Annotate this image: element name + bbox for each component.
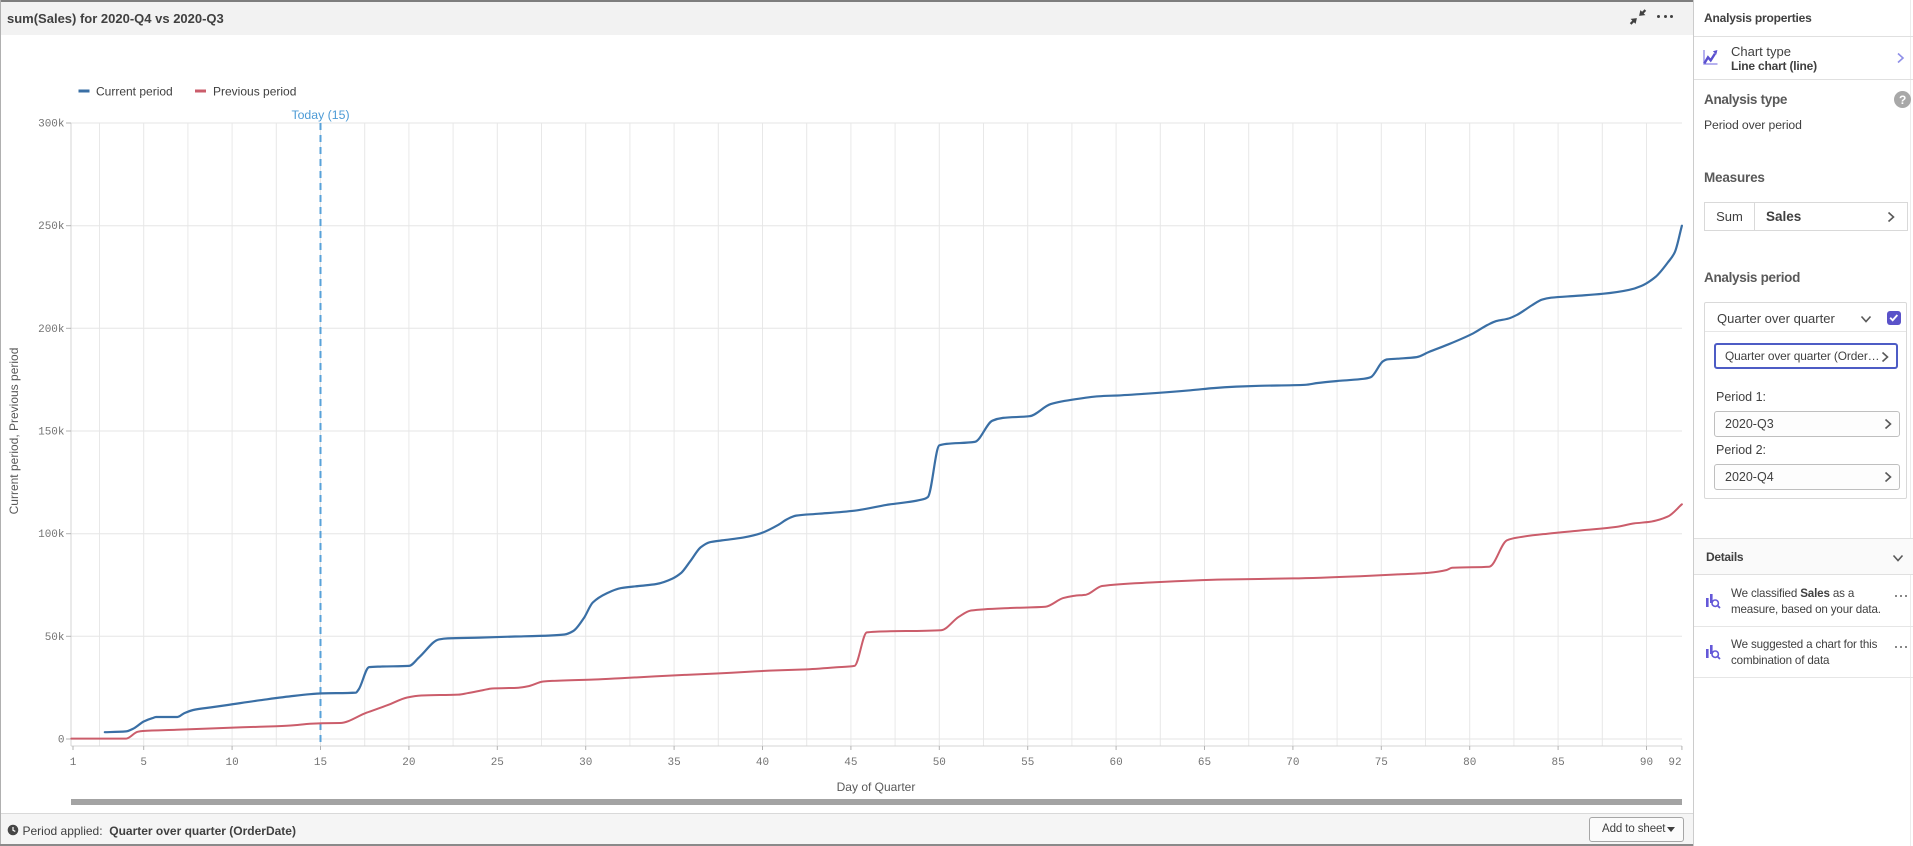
svg-text:1: 1: [70, 757, 77, 769]
svg-text:30: 30: [579, 757, 592, 769]
svg-text:70: 70: [1286, 757, 1299, 769]
svg-text:Previous period: Previous period: [213, 85, 296, 99]
svg-text:50: 50: [933, 757, 946, 769]
svg-text:Today (15): Today (15): [291, 108, 349, 122]
svg-text:0: 0: [58, 735, 65, 747]
svg-text:60: 60: [1109, 757, 1122, 769]
svg-text:45: 45: [844, 757, 857, 769]
svg-text:90: 90: [1640, 757, 1653, 769]
svg-text:50k: 50k: [45, 632, 65, 644]
svg-text:15: 15: [314, 757, 327, 769]
svg-text:65: 65: [1198, 757, 1211, 769]
svg-text:100k: 100k: [38, 529, 65, 541]
svg-text:75: 75: [1375, 757, 1388, 769]
svg-text:150k: 150k: [38, 427, 65, 439]
svg-text:35: 35: [667, 757, 680, 769]
svg-text:5: 5: [140, 757, 147, 769]
svg-text:80: 80: [1463, 757, 1476, 769]
svg-text:200k: 200k: [38, 324, 65, 336]
svg-text:Day of Quarter: Day of Quarter: [837, 780, 916, 794]
svg-text:Current period, Previous perio: Current period, Previous period: [7, 348, 21, 515]
svg-text:25: 25: [491, 757, 504, 769]
svg-text:Current period: Current period: [96, 85, 173, 99]
svg-text:10: 10: [225, 757, 238, 769]
svg-text:250k: 250k: [38, 221, 65, 233]
svg-text:55: 55: [1021, 757, 1034, 769]
svg-text:40: 40: [756, 757, 769, 769]
svg-text:92: 92: [1668, 757, 1681, 769]
svg-text:85: 85: [1551, 757, 1564, 769]
svg-text:20: 20: [402, 757, 415, 769]
svg-text:300k: 300k: [38, 119, 65, 131]
